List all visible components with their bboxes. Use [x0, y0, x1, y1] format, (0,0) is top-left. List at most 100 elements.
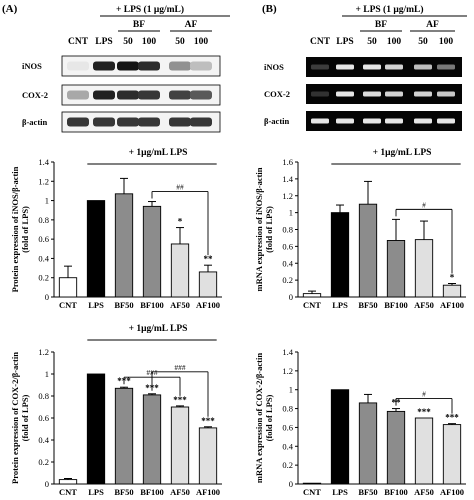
gel-band	[414, 64, 432, 70]
gel-strip	[306, 111, 462, 131]
x-tick-label: CNT	[303, 300, 321, 310]
bar-chart-4: 0 0.2 0.4 0.6 0.8 1 1.2 1.4 mRNA expression of C…	[254, 347, 466, 497]
blot-panel-B: (B) + LPS (1 μg/mL) BF AF CNT LPS 50 100 50 100 iN…	[262, 3, 467, 131]
y-tick-label: 0.8	[282, 404, 293, 414]
gel-band	[437, 118, 455, 124]
blot-panel-A: (A) + LPS (1 μg/mL) BF AF CNT LPS 50 100 50 100 iN…	[2, 3, 230, 133]
lane-label: CNT	[310, 37, 331, 47]
blot-band	[117, 61, 139, 71]
blot-row-label: β-actin	[264, 116, 290, 126]
x-tick-label: LPS	[332, 487, 348, 497]
lps-header-label: + LPS (1 μg/mL)	[116, 4, 184, 15]
bar-lps	[330, 212, 350, 298]
bar-chart-1: 0 0.2 0.4 0.6 0.8 1 1.2 1.4 Protein expression o…	[10, 148, 222, 310]
bar-cnt	[302, 293, 322, 298]
y-tick-label: 0	[45, 292, 49, 302]
y-tick-label: 1.4	[282, 347, 293, 357]
blot-band	[169, 61, 191, 71]
y-tick-label: 1.2	[282, 191, 293, 201]
y-tick-label: 1	[289, 385, 293, 395]
x-tick-label: BF50	[358, 487, 377, 497]
y-tick-label: 0.8	[38, 391, 49, 401]
y-tick-label: 0	[45, 479, 49, 489]
x-tick-label: BF100	[384, 487, 408, 497]
y-axis-label: Protein expression of COX-2/β-actin(fold…	[10, 352, 30, 484]
gel-band	[311, 118, 329, 124]
gel-band	[336, 91, 354, 97]
bar-bf50	[358, 402, 378, 485]
lane-label: 100	[387, 37, 402, 47]
y-tick-label: 0.2	[282, 460, 293, 470]
bar-bf100	[386, 240, 406, 298]
bar-lps	[86, 373, 106, 485]
x-tick-label: LPS	[88, 487, 104, 497]
significance-star: ***	[445, 413, 459, 423]
y-tick-label: 0.4	[282, 258, 293, 268]
blot-band	[138, 117, 160, 127]
bar-chart-2: 0 0.2 0.4 0.6 0.8 1 1.2 1.4 1.6 mRNA expression o…	[254, 148, 466, 310]
x-tick-label: LPS	[88, 300, 104, 310]
y-tick-label: 0.4	[38, 435, 49, 445]
panel-label: (B)	[262, 3, 277, 15]
y-axis-label-line1: mRNA expression of COX-2/β-actin	[254, 353, 264, 483]
gel-band	[385, 118, 403, 124]
gel-strip	[306, 57, 462, 77]
chart-title: + 1μg/mL LPS	[373, 148, 432, 158]
y-tick-label: 1.4	[282, 174, 293, 184]
y-tick-label: 0.4	[38, 253, 49, 263]
y-tick-label: 1.4	[38, 157, 49, 167]
comparison-label: ##	[176, 183, 184, 192]
blot-band	[67, 90, 89, 100]
gel-band	[363, 64, 381, 70]
chart-title: + 1μg/mL LPS	[129, 324, 188, 334]
y-tick-label: 1	[289, 208, 293, 218]
x-tick-label: BF50	[358, 300, 377, 310]
bar-cnt	[58, 277, 78, 298]
y-axis-label-line1: mRNA expression of iNOS/β-actin	[254, 167, 264, 291]
lane-label: 50	[123, 37, 133, 47]
comparison-label: #	[422, 200, 426, 209]
y-tick-label: 0.8	[38, 215, 49, 225]
blot-band	[67, 61, 89, 71]
significance-star: *	[178, 217, 183, 227]
y-axis-label-line1: Protein expression of COX-2/β-actin	[10, 352, 20, 484]
y-axis-label-line2: (fold of LPS)	[264, 206, 274, 253]
x-tick-label: AF100	[440, 300, 464, 310]
x-tick-label: CNT	[59, 300, 77, 310]
chart-title: + 1μg/mL LPS	[129, 148, 188, 158]
lane-label: CNT	[68, 37, 89, 47]
blot-row-label: β-actin	[22, 117, 48, 127]
lps-header-label: + LPS (1 μg/mL)	[355, 4, 423, 15]
lane-label: 100	[439, 37, 454, 47]
gel-band	[363, 91, 381, 97]
lane-label: LPS	[336, 37, 353, 47]
x-tick-label: AF100	[196, 487, 220, 497]
blot-band	[93, 117, 115, 127]
bar-bf100	[142, 205, 162, 298]
group-label: BF	[375, 20, 387, 30]
y-axis-label: mRNA expression of iNOS/β-actin(fold of …	[254, 167, 274, 291]
blot-band	[117, 90, 139, 100]
x-tick-label: AF100	[440, 487, 464, 497]
bar-bf100	[142, 394, 162, 485]
bar-cnt	[58, 479, 78, 485]
y-tick-label: 1.6	[282, 157, 293, 167]
x-tick-label: AF50	[170, 300, 190, 310]
blot-band	[190, 61, 212, 71]
gel-band	[437, 91, 455, 97]
bar-af100	[198, 271, 218, 298]
blot-row-label: iNOS	[22, 61, 42, 71]
bar-chart-3: 0 0.2 0.4 0.6 0.8 1 1.2 Protein expression of C…	[10, 324, 222, 497]
x-tick-label: BF50	[114, 487, 133, 497]
comparison-label: #	[422, 390, 426, 399]
y-tick-label: 0.6	[38, 413, 49, 423]
y-tick-label: 1	[45, 369, 49, 379]
x-tick-label: BF100	[140, 300, 164, 310]
bar-af100	[442, 284, 462, 298]
significance-star: *	[450, 273, 455, 283]
y-axis-label: Protein expression of iNOS/β-actin(fold …	[10, 166, 30, 292]
y-tick-label: 1.2	[38, 347, 49, 357]
significance-star: ***	[417, 407, 431, 417]
y-tick-label: 0.6	[38, 234, 49, 244]
